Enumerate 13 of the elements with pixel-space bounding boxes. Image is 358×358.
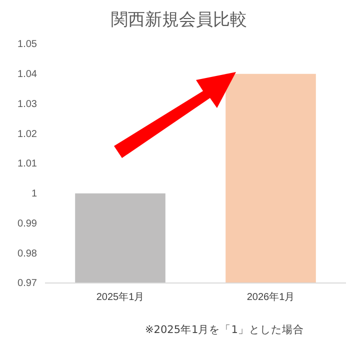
y-tick-label: 0.97 — [18, 278, 38, 290]
y-tick-label: 1.03 — [18, 98, 38, 110]
y-tick-label: 0.99 — [18, 218, 38, 230]
y-tick-label: 1.02 — [18, 128, 38, 140]
y-tick-label: 1.01 — [18, 158, 38, 170]
y-tick-label: 1.05 — [18, 39, 38, 50]
y-tick-label: 1 — [31, 188, 38, 200]
text: ※2025年1月を「1」とした場合 — [145, 323, 304, 336]
x-tick-label: 2026年1月 — [246, 291, 295, 304]
y-tick-label: 0.98 — [18, 248, 38, 260]
x-tick-label: 2025年1月 — [96, 291, 144, 304]
y-tick-label: 1.04 — [18, 69, 38, 80]
chart-title: 関西新規会員比較 — [111, 10, 247, 30]
